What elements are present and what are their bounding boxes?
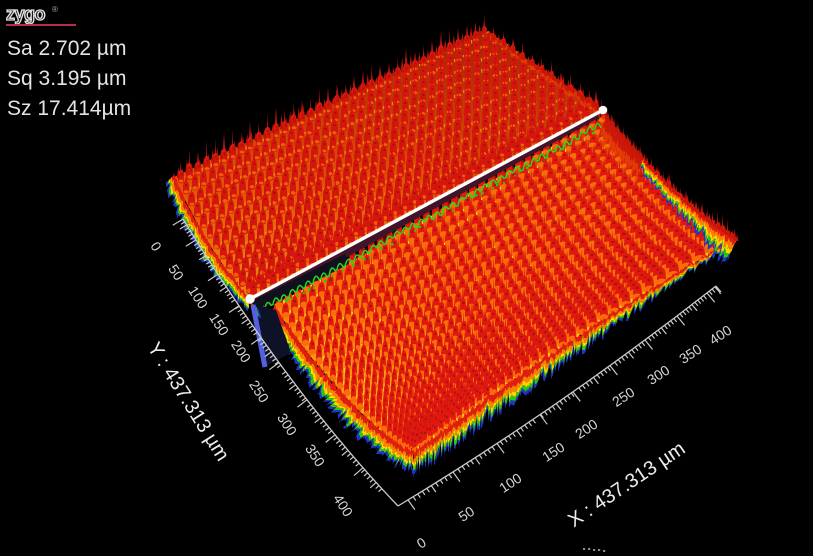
svg-text:®: ®: [52, 5, 58, 14]
svg-text:Sa 2.702 µm: Sa 2.702 µm: [7, 37, 127, 60]
svg-text:50: 50: [455, 503, 477, 525]
svg-text:Sq 3.195 µm: Sq 3.195 µm: [7, 67, 127, 90]
svg-text:zygo: zygo: [6, 4, 46, 24]
svg-text:Sz 17.414µm: Sz 17.414µm: [7, 97, 131, 120]
svg-text:50: 50: [165, 261, 187, 283]
